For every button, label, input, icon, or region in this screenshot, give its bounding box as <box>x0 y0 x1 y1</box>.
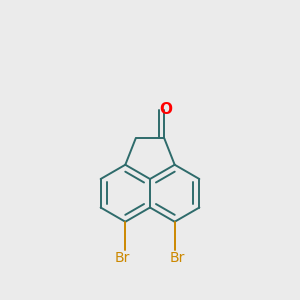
Text: Br: Br <box>170 251 185 265</box>
Text: O: O <box>159 102 172 117</box>
Text: Br: Br <box>115 251 130 265</box>
